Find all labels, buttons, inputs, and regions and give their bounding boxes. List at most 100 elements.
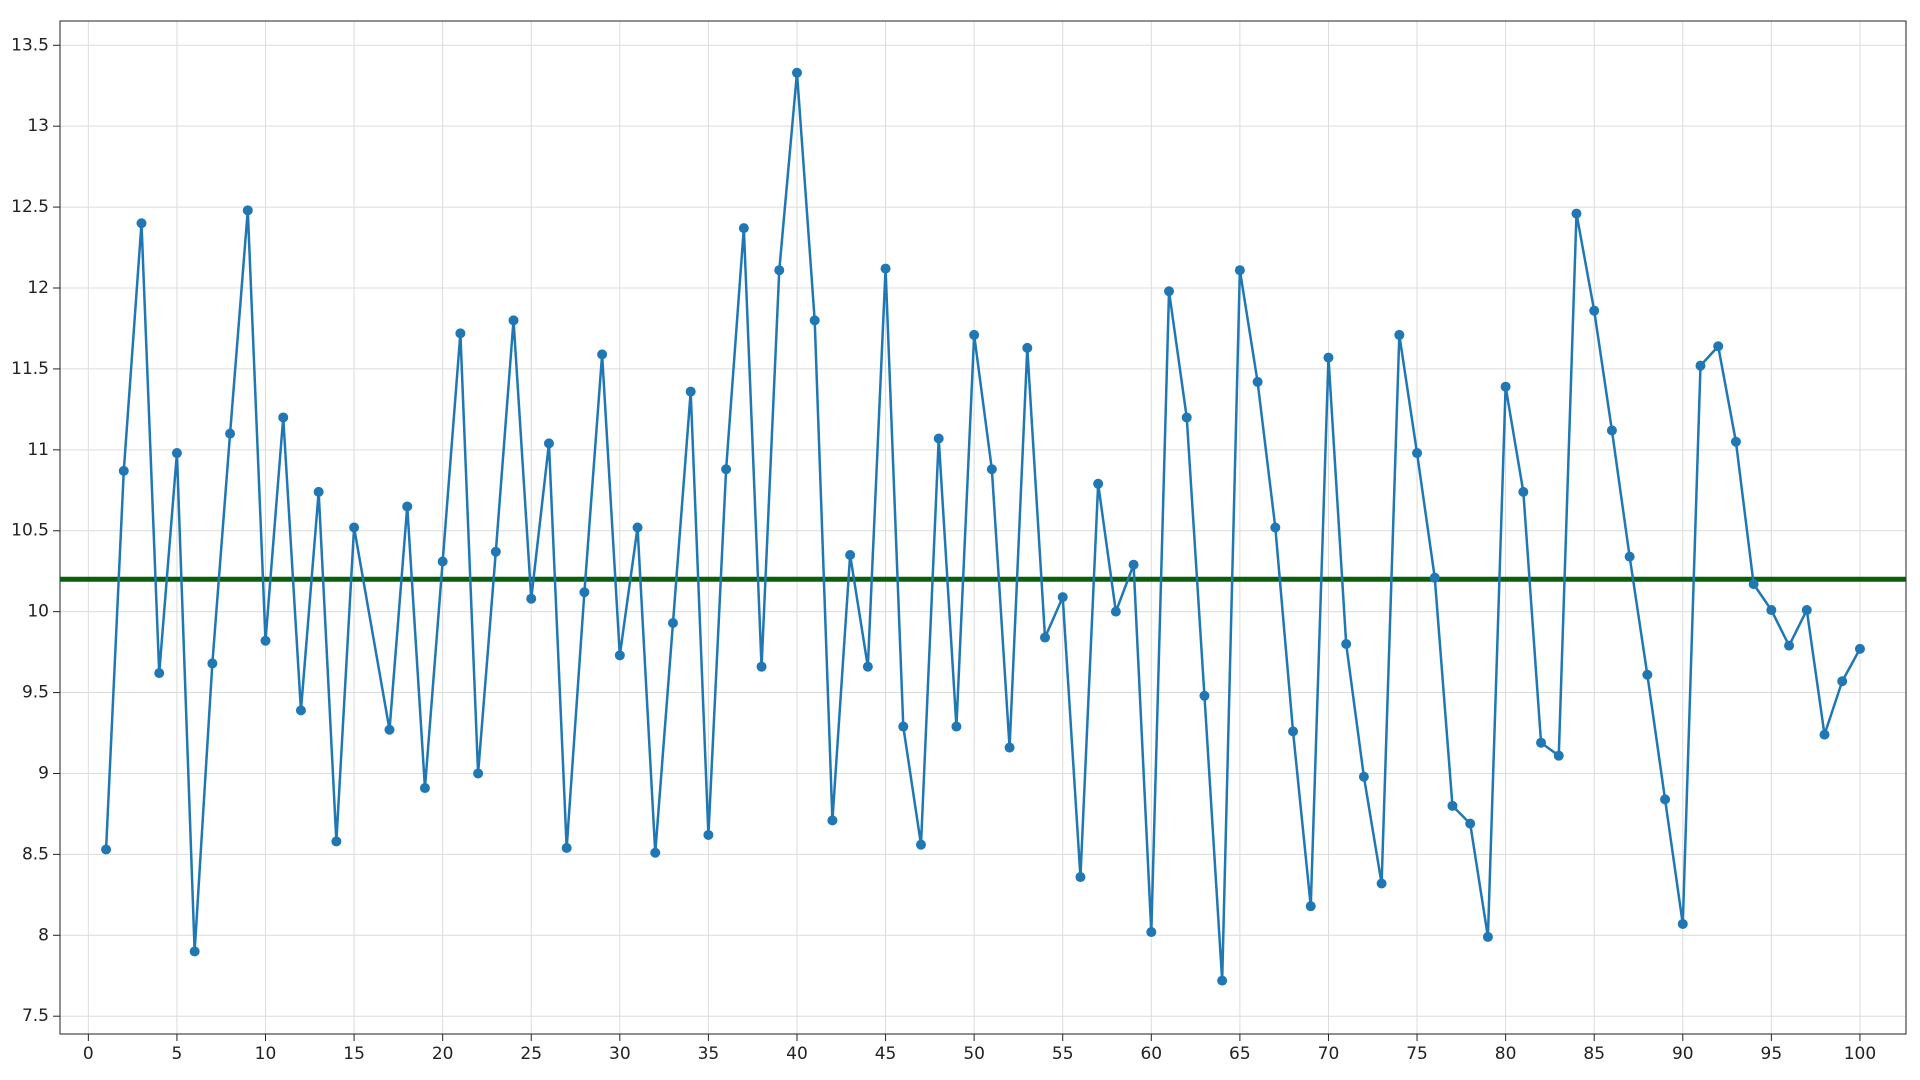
data-point bbox=[986, 464, 997, 475]
data-point bbox=[1801, 605, 1812, 616]
data-point bbox=[1500, 381, 1511, 392]
data-point bbox=[437, 556, 448, 567]
data-point bbox=[1518, 486, 1529, 497]
data-point bbox=[526, 593, 537, 604]
x-tick-label: 5 bbox=[172, 1044, 183, 1064]
data-point bbox=[1536, 737, 1547, 748]
data-point bbox=[313, 486, 324, 497]
data-point bbox=[738, 223, 749, 234]
data-point bbox=[1730, 436, 1741, 447]
y-tick-label: 8 bbox=[38, 925, 49, 945]
x-tick-label: 30 bbox=[609, 1044, 631, 1064]
data-point bbox=[207, 658, 218, 669]
x-tick-label: 90 bbox=[1672, 1044, 1694, 1064]
y-tick-label: 11 bbox=[27, 440, 49, 460]
data-point bbox=[1270, 522, 1281, 533]
x-tick-label: 0 bbox=[83, 1044, 94, 1064]
data-point bbox=[1394, 329, 1405, 340]
data-point bbox=[1288, 726, 1299, 737]
data-point bbox=[1004, 742, 1015, 753]
data-point bbox=[1075, 872, 1086, 883]
data-point bbox=[1305, 901, 1316, 912]
data-point bbox=[614, 650, 625, 661]
data-point bbox=[880, 263, 891, 274]
data-point bbox=[1093, 478, 1104, 489]
data-point bbox=[331, 836, 342, 847]
x-tick-label: 20 bbox=[432, 1044, 454, 1064]
data-point bbox=[1447, 800, 1458, 811]
data-point bbox=[1199, 690, 1210, 701]
data-point bbox=[1553, 750, 1564, 761]
data-point bbox=[1819, 729, 1830, 740]
data-point bbox=[384, 724, 395, 735]
data-point bbox=[1748, 579, 1759, 590]
data-point bbox=[915, 839, 926, 850]
data-point bbox=[136, 218, 147, 229]
data-point bbox=[1022, 342, 1033, 353]
data-point bbox=[118, 465, 129, 476]
data-line bbox=[104, 72, 1862, 981]
data-point bbox=[278, 412, 289, 423]
data-point bbox=[756, 661, 767, 672]
data-point bbox=[543, 438, 554, 449]
data-point bbox=[295, 705, 306, 716]
x-tick-label: 35 bbox=[698, 1044, 720, 1064]
data-point bbox=[1358, 771, 1369, 782]
y-tick-label: 13 bbox=[27, 116, 49, 136]
x-tick-label: 65 bbox=[1229, 1044, 1251, 1064]
data-point bbox=[242, 205, 253, 216]
data-point bbox=[1695, 360, 1706, 371]
data-point bbox=[101, 844, 112, 855]
data-point bbox=[1606, 425, 1617, 436]
x-tick-label: 70 bbox=[1318, 1044, 1340, 1064]
data-point bbox=[1057, 592, 1068, 603]
data-point bbox=[1128, 559, 1139, 570]
data-point bbox=[650, 847, 661, 858]
y-tick-label: 11.5 bbox=[11, 359, 49, 379]
data-point bbox=[1660, 794, 1671, 805]
data-point bbox=[667, 617, 678, 628]
y-tick-label: 9.5 bbox=[22, 683, 49, 703]
y-tick-label: 12 bbox=[27, 278, 49, 298]
data-point bbox=[1837, 676, 1848, 687]
data-point bbox=[1181, 412, 1192, 423]
data-point bbox=[490, 546, 501, 557]
data-point bbox=[632, 522, 643, 533]
x-tick-label: 95 bbox=[1761, 1044, 1783, 1064]
data-point bbox=[260, 635, 271, 646]
data-point bbox=[1110, 606, 1121, 617]
data-point bbox=[845, 550, 856, 561]
y-tick-label: 7.5 bbox=[22, 1006, 49, 1026]
data-point bbox=[154, 668, 165, 679]
data-point bbox=[933, 433, 944, 444]
data-point bbox=[685, 386, 696, 397]
data-point bbox=[508, 315, 519, 326]
data-point bbox=[1429, 572, 1440, 583]
data-point bbox=[1624, 551, 1635, 562]
data-point bbox=[1323, 352, 1334, 363]
data-point bbox=[1713, 341, 1724, 352]
data-point bbox=[1482, 931, 1493, 942]
data-point bbox=[349, 522, 360, 533]
y-tick-label: 12.5 bbox=[11, 197, 49, 217]
x-tick-label: 25 bbox=[520, 1044, 542, 1064]
data-point bbox=[951, 721, 962, 732]
data-point bbox=[579, 587, 590, 598]
x-tick-label: 75 bbox=[1406, 1044, 1428, 1064]
data-point bbox=[1234, 265, 1245, 276]
x-tick-label: 15 bbox=[343, 1044, 365, 1064]
x-tick-label: 60 bbox=[1140, 1044, 1162, 1064]
data-point bbox=[774, 265, 785, 276]
plot-frame bbox=[59, 20, 1907, 1035]
data-point bbox=[455, 328, 466, 339]
data-point bbox=[1217, 975, 1228, 986]
data-point bbox=[1412, 448, 1423, 459]
x-tick-label: 45 bbox=[875, 1044, 897, 1064]
data-point bbox=[1766, 605, 1777, 616]
x-tick-label: 100 bbox=[1844, 1044, 1876, 1064]
data-point bbox=[1146, 927, 1157, 938]
data-point bbox=[809, 315, 820, 326]
y-tick-label: 10 bbox=[27, 602, 49, 622]
data-point bbox=[1465, 818, 1476, 829]
